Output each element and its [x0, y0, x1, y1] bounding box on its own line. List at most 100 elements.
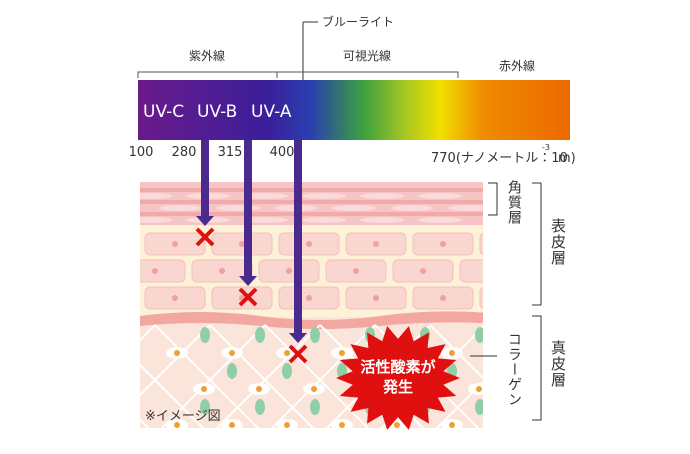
band-label: UV-B	[197, 102, 237, 122]
fibroblast	[468, 383, 483, 395]
block-cross	[288, 344, 308, 364]
corneum-cell	[418, 193, 462, 199]
fibroblast-nucleus	[311, 386, 317, 392]
corneum-cell	[448, 205, 483, 211]
wavelength: 400	[270, 145, 295, 160]
fibroblast-nucleus	[339, 422, 345, 428]
fibroblast-nucleus	[229, 422, 235, 428]
nucleus	[239, 241, 245, 247]
collagen-fiber	[0, 325, 45, 435]
corneum-cell	[418, 217, 462, 223]
blue-light-label: ブルーライト	[322, 14, 394, 29]
unit-label: 770(ナノメートル：10	[431, 151, 568, 166]
fiber-node	[310, 327, 320, 343]
collagen-fiber	[595, 325, 690, 435]
bracket	[488, 182, 498, 216]
fiber-node	[310, 399, 320, 415]
fibroblast-nucleus	[476, 386, 482, 392]
nucleus	[172, 241, 178, 247]
nucleus	[286, 268, 292, 274]
collagen-fiber	[0, 325, 100, 435]
range-label: 紫外線	[189, 48, 225, 63]
burst-text: 発生	[382, 378, 413, 396]
fibroblast-nucleus	[229, 350, 235, 356]
cell	[459, 259, 483, 283]
collagen-fiber	[485, 325, 595, 435]
fibroblast-nucleus	[256, 386, 262, 392]
fibroblast	[496, 419, 518, 431]
collagen-fiber	[140, 418, 150, 428]
collagen-fiber	[160, 324, 266, 428]
arrow-head	[289, 333, 307, 343]
nucleus	[420, 268, 426, 274]
spectrum-bar	[138, 80, 570, 140]
fiber-node	[200, 399, 210, 415]
fibroblast-nucleus	[394, 422, 400, 428]
arrow-head	[239, 276, 257, 286]
corneum-stripe	[140, 212, 483, 216]
corneum-cell	[332, 205, 376, 211]
fibroblast-nucleus	[531, 386, 537, 392]
cell	[479, 232, 483, 256]
fibroblast-nucleus	[504, 422, 510, 428]
layer-label: 真皮層	[549, 340, 567, 388]
band-label: UV-C	[143, 102, 184, 122]
unit-suffix: m)	[558, 151, 576, 166]
fiber-node	[282, 363, 292, 379]
nucleus	[507, 295, 513, 301]
nucleus	[440, 295, 446, 301]
nucleus	[373, 295, 379, 301]
nucleus	[219, 268, 225, 274]
nucleus	[507, 241, 513, 247]
fiber-node	[255, 399, 265, 415]
block-cross	[195, 227, 215, 247]
corneum-cell	[140, 217, 172, 223]
fiber-node	[475, 327, 483, 343]
fiber-node	[475, 399, 483, 415]
note: ※イメージ図	[145, 409, 221, 424]
collagen-fiber	[0, 325, 45, 435]
fibroblast-nucleus	[174, 422, 180, 428]
collagen-fiber	[140, 324, 156, 342]
bracket	[137, 71, 278, 78]
layer-label: 角質層	[506, 180, 522, 225]
collagen-fiber	[270, 324, 376, 428]
cell	[140, 259, 186, 283]
fibroblast-nucleus	[339, 350, 345, 356]
fibroblast-nucleus	[201, 386, 207, 392]
light-arrow	[294, 140, 302, 334]
fibroblast	[523, 383, 545, 395]
corneum-stripe	[140, 188, 483, 192]
basement	[140, 311, 483, 329]
collagen-fiber	[595, 325, 690, 435]
fibroblast-nucleus	[284, 422, 290, 428]
wavelength: 280	[172, 145, 197, 160]
fiber-node	[227, 363, 237, 379]
collagen-fiber	[485, 325, 595, 435]
bracket	[532, 315, 542, 421]
wavelength: 100	[129, 145, 154, 160]
nucleus	[172, 295, 178, 301]
collagen-fiber	[140, 324, 211, 397]
wavelength: 315	[218, 145, 243, 160]
bracket	[532, 182, 542, 306]
collagen-fiber	[435, 380, 483, 428]
layer-label: 表皮層	[549, 218, 567, 266]
collagen-label: コラーゲン	[506, 332, 522, 407]
arrow-head	[196, 216, 214, 226]
collagen-fiber	[215, 324, 321, 428]
fiber-node	[255, 327, 265, 343]
corneum-cell	[244, 193, 288, 199]
range-label: 可視光線	[343, 48, 391, 63]
corneum-cell	[360, 193, 404, 199]
collagen-fiber	[429, 324, 483, 380]
collagen-fiber	[0, 325, 100, 435]
corneum-cell	[158, 205, 202, 211]
corneum-cell	[390, 205, 434, 211]
nucleus	[487, 268, 493, 274]
unit-exponent: -3	[542, 143, 550, 152]
corneum-cell	[302, 193, 346, 199]
fiber-node	[530, 327, 540, 343]
nucleus	[306, 295, 312, 301]
